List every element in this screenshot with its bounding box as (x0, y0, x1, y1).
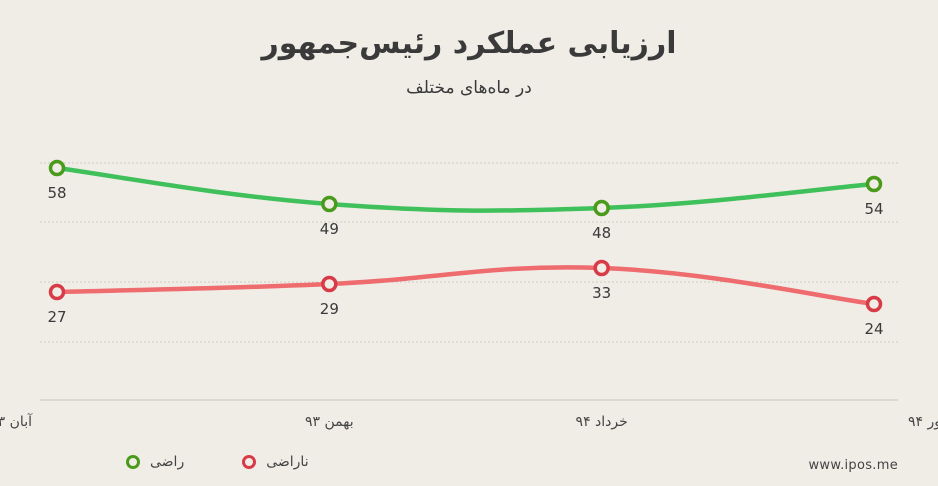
data-label-0-2: 48 (592, 224, 611, 242)
data-label-0-0: 58 (47, 184, 66, 202)
data-point-1-1[interactable] (321, 275, 338, 293)
legend: راضی ناراضی (126, 454, 309, 470)
legend-item-dissatisfied[interactable]: ناراضی (242, 454, 309, 470)
data-point-0-1[interactable] (321, 195, 338, 213)
data-label-1-0: 27 (47, 308, 66, 326)
series-line-1 (54, 265, 877, 307)
legend-marker-dissatisfied (242, 455, 257, 469)
data-label-1-2: 33 (592, 284, 611, 302)
data-point-1-2[interactable] (593, 259, 610, 277)
x-tick-label-2: خرداد ۹۴ (576, 414, 628, 430)
data-point-0-0[interactable] (48, 159, 66, 177)
legend-label-dissatisfied: ناراضی (266, 454, 309, 470)
x-tick-label-1: بهمن ۹۳ (305, 414, 354, 430)
legend-marker-satisfied (126, 455, 140, 469)
x-tick-label-0: آبان ۹۳ (0, 413, 33, 430)
data-label-1-3: 24 (864, 320, 883, 338)
chart-title: ارزیابی عملکرد رئیس‌جمهور (261, 26, 677, 61)
series-line-0 (54, 165, 877, 213)
data-point-0-3[interactable] (865, 175, 883, 193)
legend-label-satisfied: راضی (150, 454, 185, 470)
source-credit: www.ipos.me (808, 458, 898, 473)
legend-item-satisfied[interactable]: راضی (126, 454, 184, 470)
data-label-0-3: 54 (864, 200, 883, 218)
data-point-1-3[interactable] (865, 295, 883, 313)
data-point-0-2[interactable] (593, 199, 610, 217)
chart-subtitle: در ماه‌های مختلف (406, 78, 532, 98)
data-label-0-1: 49 (320, 220, 339, 238)
x-tick-label-3: شهریور ۹۴ (908, 414, 938, 430)
data-point-1-0[interactable] (48, 283, 66, 301)
data-label-1-1: 29 (320, 300, 339, 318)
